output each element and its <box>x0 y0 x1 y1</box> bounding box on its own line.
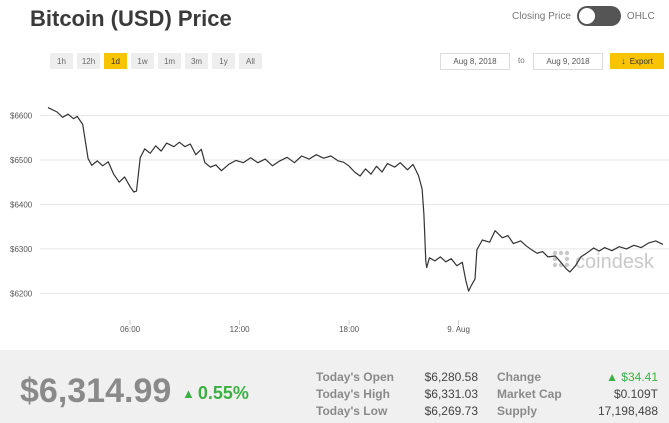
export-button[interactable]: ↓ Export <box>610 53 664 69</box>
summary-panel: $6,314.99 ▲ 0.55% Today's Open $6,280.58… <box>0 350 669 423</box>
watermark-text: coindesk <box>575 251 655 273</box>
change-percent-value: 0.55% <box>197 383 249 403</box>
logo-dot <box>564 262 570 268</box>
grid <box>40 115 669 294</box>
range-button-1w[interactable]: 1w <box>131 53 154 69</box>
logo-dot <box>564 250 570 256</box>
x-tick-label: 18:00 <box>339 325 360 334</box>
date-to-input[interactable]: Aug 9, 2018 <box>533 53 603 70</box>
coindesk-logo-icon <box>552 250 570 268</box>
todays-open-value: $6,280.58 <box>424 370 478 384</box>
todays-high-label: Today's High <box>316 387 390 401</box>
range-button-1d[interactable]: 1d <box>104 53 127 69</box>
price-chart: coindesk $6200 $6300 $6400 $6500 $6600 06:00… <box>10 107 669 334</box>
change-value-text: $34.41 <box>621 370 658 384</box>
y-tick-label: $6200 <box>10 289 33 298</box>
closing-price-label: Closing Price <box>512 10 571 22</box>
x-tick-label: 9. Aug <box>447 325 470 334</box>
export-label: Export <box>629 56 653 66</box>
change-value: ▲ $34.41 <box>578 370 658 384</box>
logo-dot <box>552 256 558 262</box>
market-cap-value: $0.109T <box>613 387 658 401</box>
range-button-all[interactable]: All <box>239 53 262 69</box>
logo-dot <box>552 250 558 256</box>
logo-dot <box>564 256 570 262</box>
price-mode-toggle[interactable] <box>576 6 621 26</box>
price-mode-toggle-group: Closing Price OHLC <box>512 6 655 26</box>
range-button-1y[interactable]: 1y <box>212 53 235 69</box>
date-to-label: to <box>518 56 525 65</box>
change-label: Change <box>497 370 542 384</box>
y-tick-label: $6500 <box>10 156 33 165</box>
y-tick-label: $6600 <box>10 112 33 121</box>
toggle-knob <box>578 8 595 24</box>
page-title: Bitcoin (USD) Price <box>30 6 232 31</box>
supply-label: Supply <box>497 404 538 418</box>
price-line <box>47 107 664 292</box>
range-button-1h[interactable]: 1h <box>50 53 73 69</box>
coindesk-watermark: coindesk <box>552 250 655 273</box>
supply-value: 17,198,488 <box>597 404 658 418</box>
todays-open-label: Today's Open <box>316 370 394 384</box>
change-percent: ▲ 0.55% <box>182 383 249 404</box>
date-from-input[interactable]: Aug 8, 2018 <box>440 53 510 70</box>
up-arrow-icon: ▲ <box>182 386 195 401</box>
change-up-icon: ▲ <box>606 370 622 384</box>
x-tick-label: 12:00 <box>230 325 251 334</box>
download-icon: ↓ <box>621 56 626 66</box>
ohlc-label: OHLC <box>626 10 655 22</box>
todays-low-value: $6,269.73 <box>424 404 478 418</box>
x-tick-label: 06:00 <box>120 325 141 334</box>
market-cap-label: Market Cap <box>497 387 562 401</box>
range-selector: 1h 12h 1d 1w 1m 3m 1y All <box>50 53 262 69</box>
range-button-12h[interactable]: 12h <box>77 53 100 69</box>
x-axis: 06:00 12:00 18:00 9. Aug <box>120 320 470 334</box>
logo-dot <box>552 262 558 268</box>
y-axis: $6200 $6300 $6400 $6500 $6600 <box>10 112 33 299</box>
y-tick-label: $6400 <box>10 200 33 209</box>
todays-low-label: Today's Low <box>316 404 388 418</box>
range-button-1m[interactable]: 1m <box>158 53 181 69</box>
todays-high-value: $6,331.03 <box>424 387 478 401</box>
current-price: $6,314.99 <box>20 372 172 410</box>
y-tick-label: $6300 <box>10 245 33 254</box>
logo-dot <box>558 250 564 256</box>
range-button-3m[interactable]: 3m <box>185 53 208 69</box>
